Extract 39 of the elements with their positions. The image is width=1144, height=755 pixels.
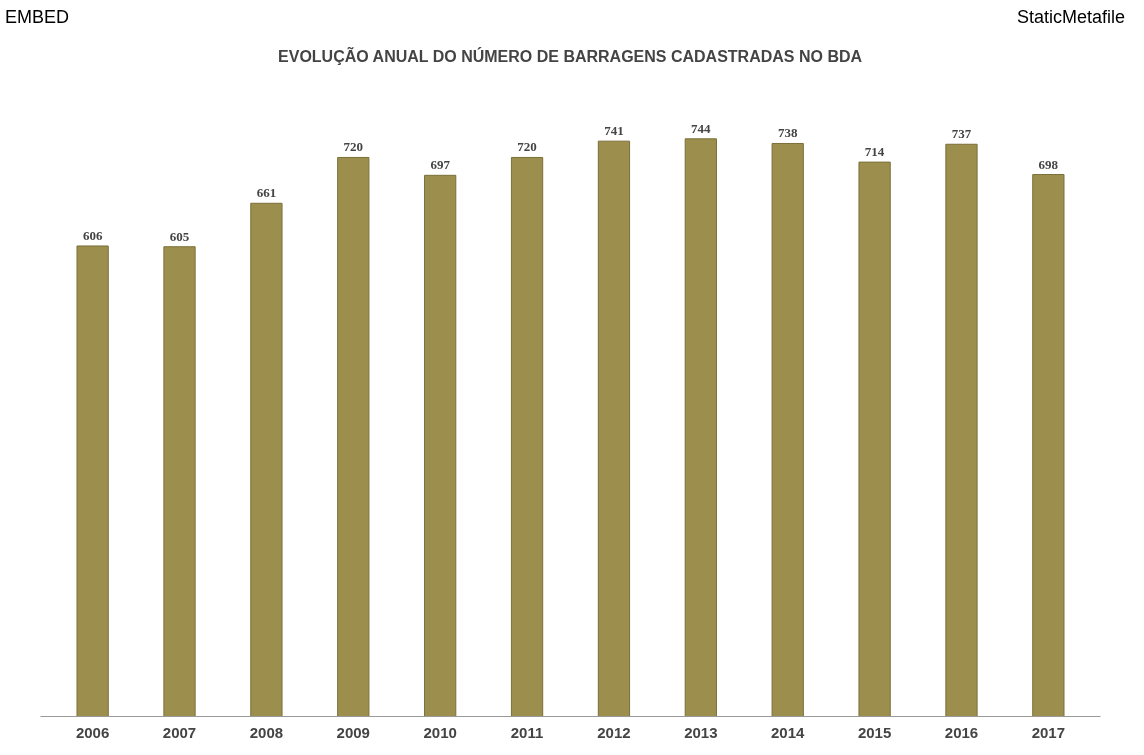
bar	[163, 246, 196, 717]
x-tick-label: 2015	[857, 723, 892, 741]
bar	[337, 156, 370, 717]
data-label: 720	[517, 139, 537, 155]
bar	[250, 202, 283, 717]
bar	[597, 140, 631, 717]
data-label: 714	[864, 144, 885, 160]
x-tick-label: 2009	[336, 723, 370, 741]
bar	[945, 143, 978, 717]
data-label: 606	[82, 227, 103, 243]
x-tick-label: 2013	[684, 723, 718, 741]
x-tick-label: 2014	[771, 723, 806, 741]
bar	[424, 174, 457, 717]
data-label: 741	[604, 123, 624, 139]
text: EMBED	[5, 6, 70, 29]
text: StaticMetafile	[1016, 6, 1125, 29]
x-tick-label: 2016	[944, 723, 979, 741]
data-label: 720	[343, 139, 364, 155]
data-label: 698	[1038, 156, 1059, 172]
x-tick-label: 2012	[597, 723, 631, 741]
x-tick-label: 2006	[75, 723, 110, 741]
x-tick-label: 2017	[1031, 723, 1066, 741]
data-label: 697	[430, 157, 451, 173]
bar	[76, 245, 109, 717]
bar	[858, 161, 891, 717]
data-label: 738	[777, 125, 798, 141]
x-tick-label: 2007	[162, 723, 197, 741]
bar	[510, 156, 544, 717]
data-label: 661	[256, 185, 277, 201]
x-tick-label: 2008	[249, 723, 284, 741]
bar	[1032, 174, 1065, 717]
bar	[771, 142, 804, 717]
x-tick-label: 2010	[423, 723, 457, 741]
x-tick-label: 2011	[510, 723, 544, 741]
data-label: 744	[691, 120, 712, 136]
data-label: 737	[951, 126, 972, 142]
chart-title: EVOLUÇÃO ANUAL DO NÚMERO DE BARRAGENS CADASTRADAS NO BDA	[278, 45, 863, 65]
bar	[684, 138, 717, 717]
data-label: 605	[169, 228, 190, 244]
